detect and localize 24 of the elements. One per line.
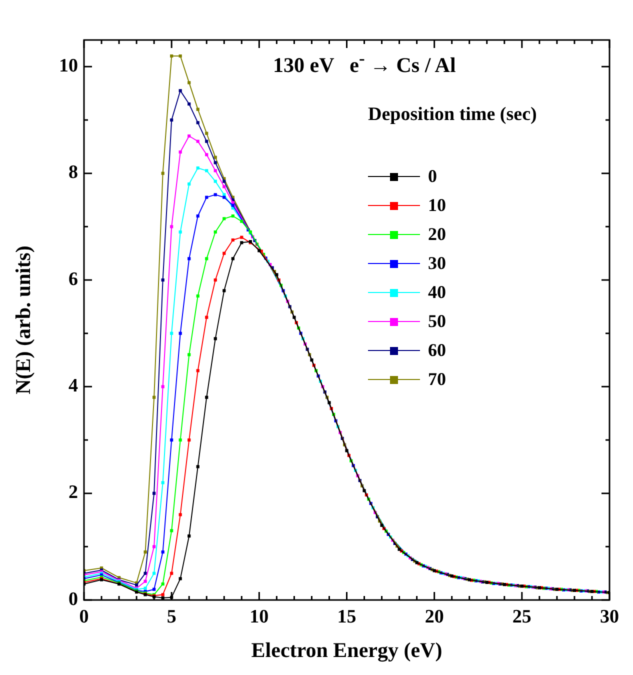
x-tick-label: 25 bbox=[512, 606, 532, 628]
x-axis-title: Electron Energy (eV) bbox=[251, 638, 442, 662]
y-tick-label: 4 bbox=[68, 376, 78, 397]
legend-label: 20 bbox=[428, 224, 446, 245]
legend-label: 40 bbox=[428, 282, 446, 303]
legend-label: 60 bbox=[428, 340, 446, 361]
x-tick-label: 10 bbox=[250, 606, 269, 628]
legend-label: 50 bbox=[428, 311, 446, 332]
x-tick-label: 20 bbox=[424, 606, 444, 628]
y-tick-label: 2 bbox=[68, 482, 78, 504]
y-tick-label: 8 bbox=[68, 162, 78, 184]
legend-label: 10 bbox=[428, 195, 446, 216]
x-tick-label: 15 bbox=[337, 606, 356, 628]
y-tick-label: 0 bbox=[68, 588, 78, 610]
y-tick-label: 10 bbox=[59, 56, 78, 77]
legend-label: 30 bbox=[428, 253, 446, 274]
x-tick-label: 5 bbox=[166, 606, 176, 628]
legend-label: 70 bbox=[428, 369, 446, 390]
y-axis-title: N(E) (arb. units) bbox=[11, 246, 36, 394]
legend-title: Deposition time (sec) bbox=[368, 104, 537, 126]
annotation: 130 eV e$^{-}$ → Cs / Al bbox=[273, 48, 456, 78]
legend-label: 0 bbox=[428, 166, 437, 187]
y-tick-label: 6 bbox=[68, 268, 78, 290]
x-tick-label: 30 bbox=[600, 606, 619, 628]
